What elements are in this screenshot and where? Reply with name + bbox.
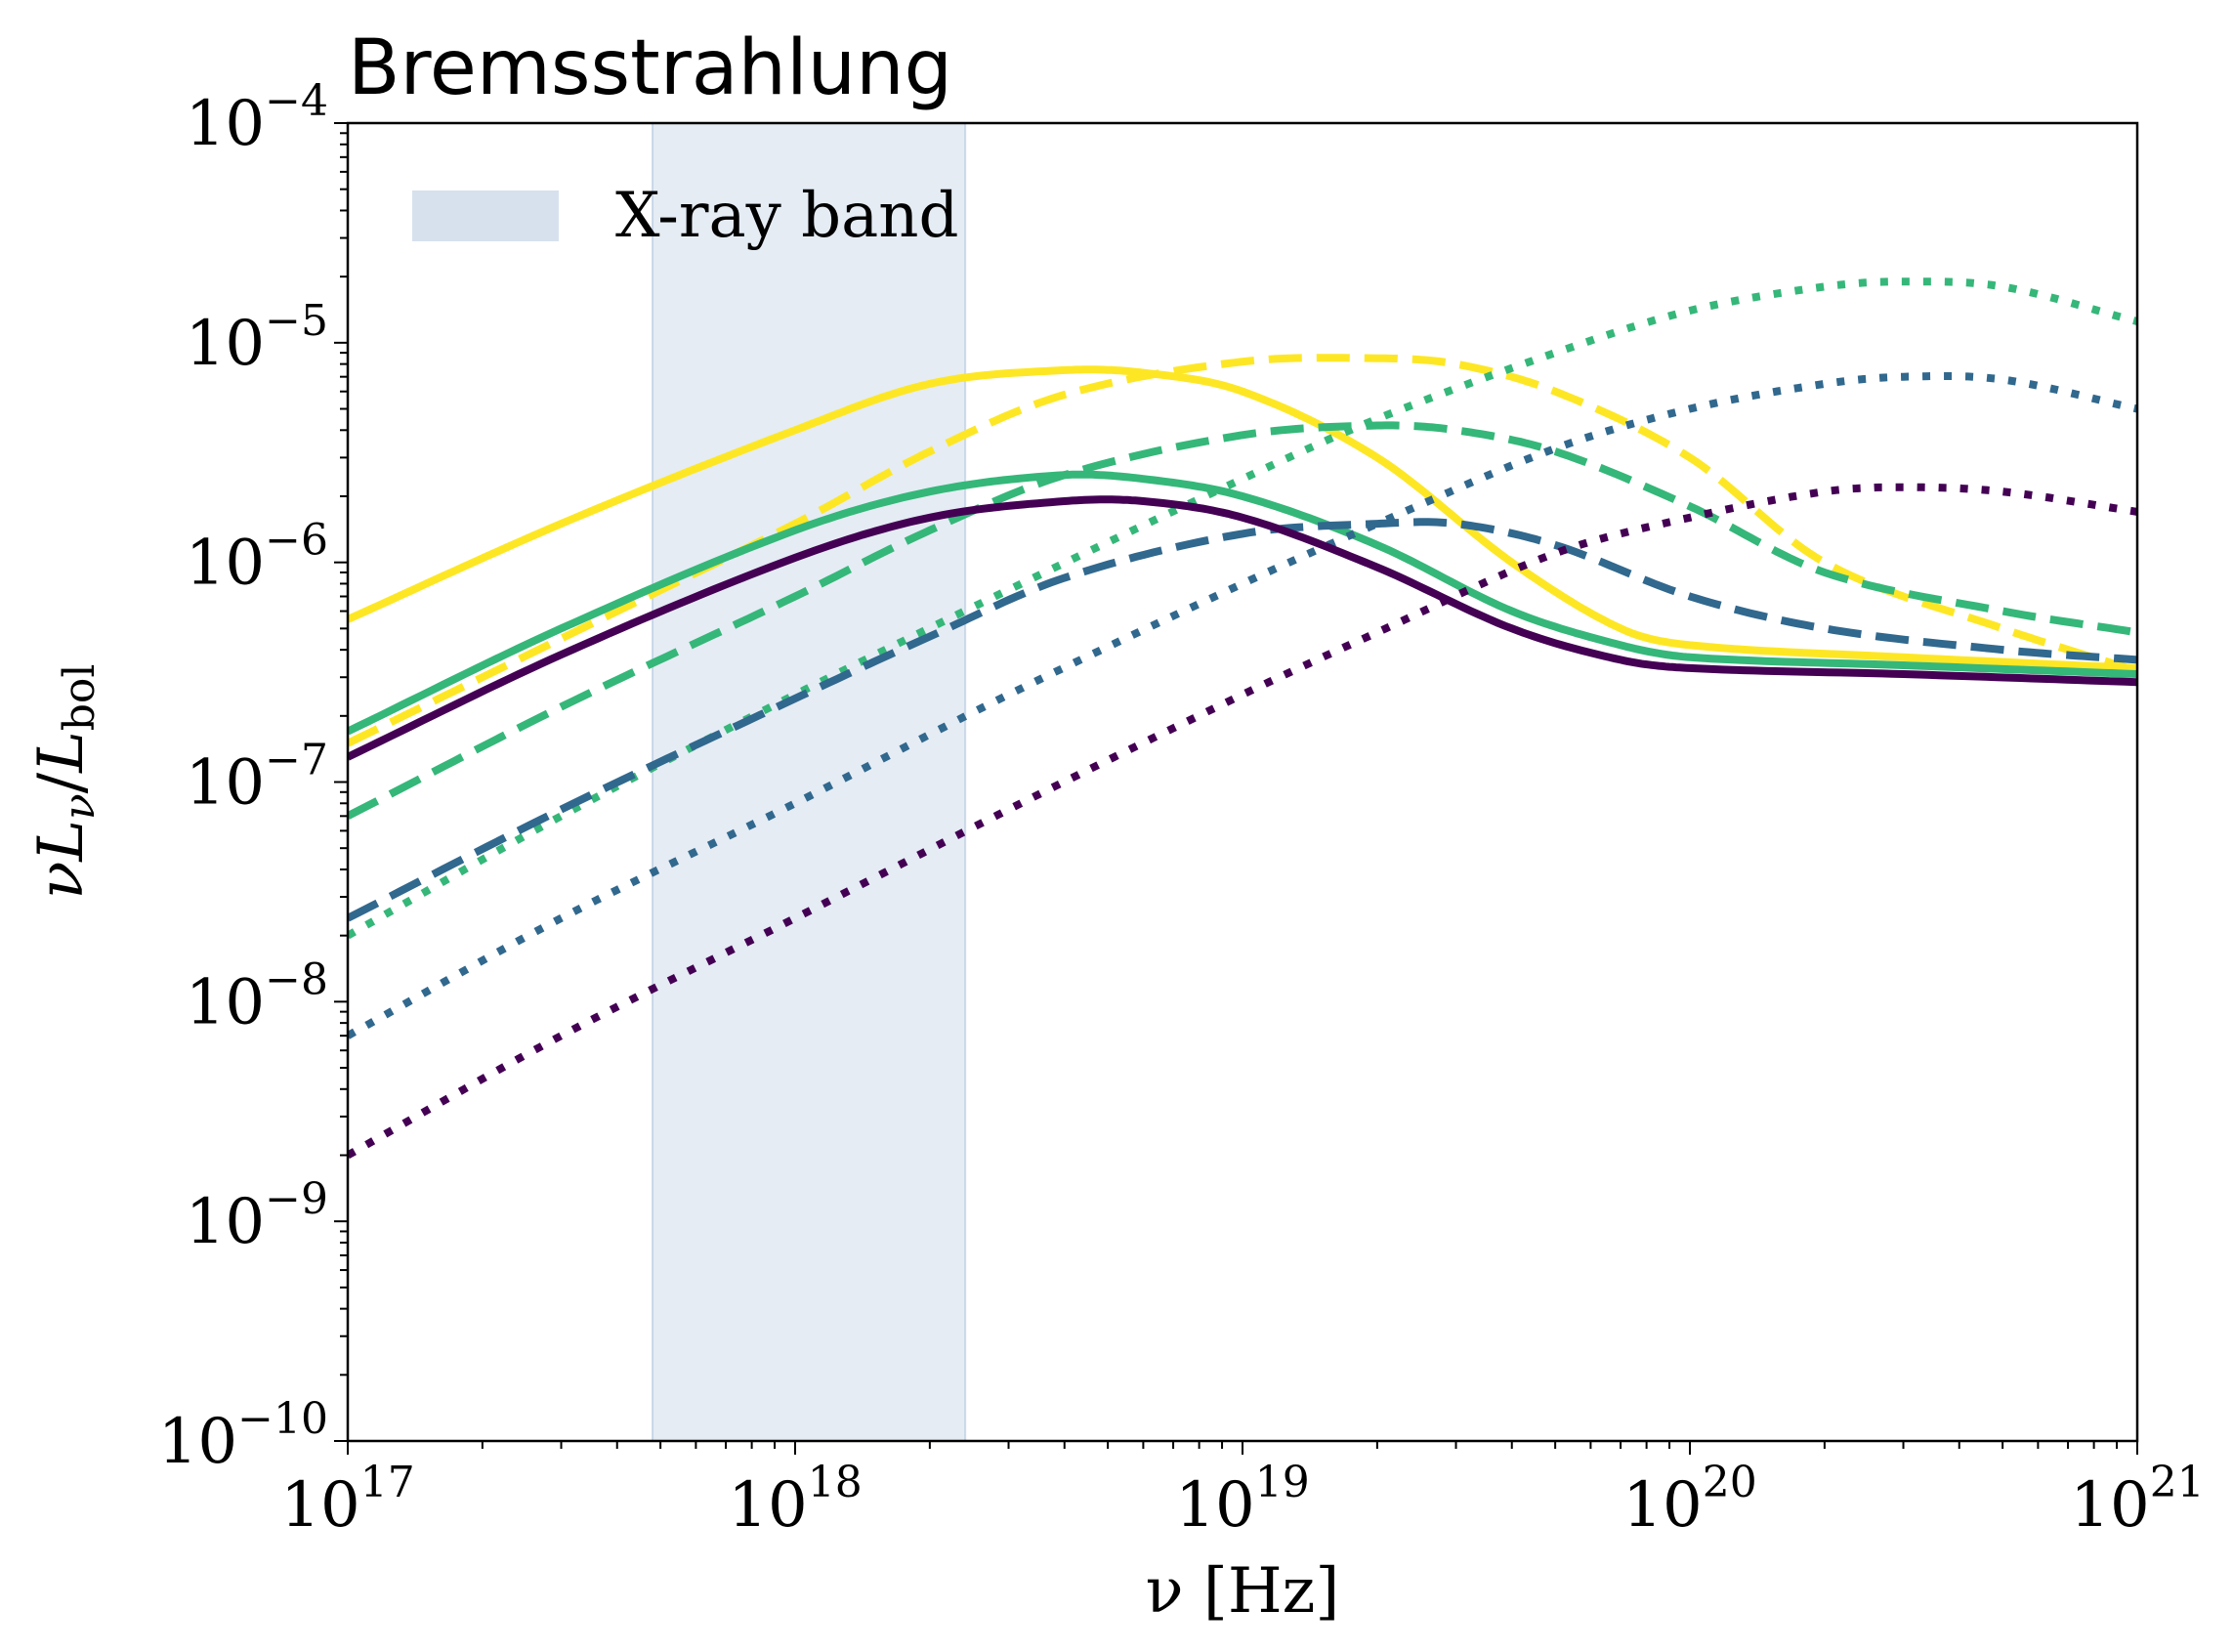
series-line-8 (348, 483, 2137, 1159)
series-line-5 (348, 518, 2137, 922)
y-tick-label: 10−10 (158, 1394, 328, 1478)
ticks-layer (334, 122, 2138, 1455)
series-line-6 (348, 372, 2137, 1039)
x-tick-label: 1020 (1622, 1458, 1756, 1542)
y-tick-label: 10−8 (186, 954, 328, 1038)
legend-label: X-ray band (615, 180, 958, 252)
y-tick-labels: 10−10 10−9 10−8 10−7 10−6 10−5 10−4 (158, 76, 328, 1478)
legend-swatch (412, 191, 559, 241)
series-line-4 (348, 277, 2137, 940)
x-ray-band (652, 122, 967, 1442)
x-axis-label: ν [Hz] (1146, 1555, 1340, 1628)
x-tick-label: 1019 (1175, 1458, 1309, 1542)
series-line-0 (348, 365, 2137, 672)
series-line-1 (348, 354, 2137, 747)
series-line-2 (348, 470, 2137, 736)
chart-title: Bremsstrahlung (348, 24, 952, 112)
series-line-7 (348, 495, 2137, 761)
y-axis-label: νLν/Lbol (25, 664, 105, 900)
series-line-3 (348, 421, 2137, 820)
y-tick-label: 10−7 (186, 736, 328, 820)
x-tick-label: 1018 (728, 1458, 862, 1542)
y-tick-label: 10−6 (186, 516, 328, 600)
y-tick-label: 10−5 (186, 296, 328, 380)
x-tick-label: 1021 (2070, 1458, 2204, 1542)
x-tick-label: 1017 (280, 1458, 414, 1542)
legend: X-ray band (412, 180, 958, 252)
y-tick-label: 10−9 (186, 1174, 328, 1258)
y-tick-label: 10−4 (186, 76, 328, 160)
series-layer (348, 277, 2137, 1159)
x-tick-labels: 1017 1018 1019 1020 1021 (280, 1458, 2204, 1542)
